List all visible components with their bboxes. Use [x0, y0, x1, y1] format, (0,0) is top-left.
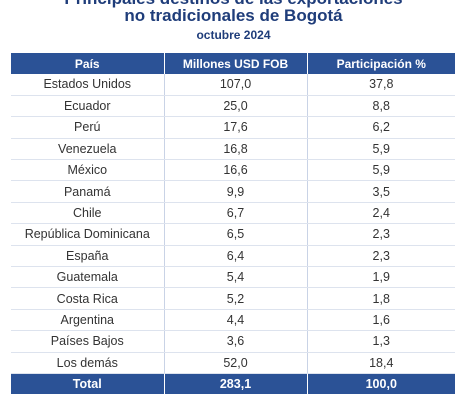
cell-millones: 52,0 — [163, 352, 307, 374]
table-row: España 6,4 2,3 — [11, 245, 455, 268]
subtitle-date: octubre 2024 — [196, 28, 271, 42]
table-row: Países Bajos 3,6 1,3 — [11, 330, 455, 353]
cell-millones: 4,4 — [163, 309, 307, 332]
exports-table: País Millones USD FOB Participación % Es… — [11, 53, 455, 395]
cell-pais: Costa Rica — [11, 287, 164, 310]
cell-pais: Argentina — [11, 309, 164, 332]
cell-pais: Países Bajos — [11, 330, 164, 353]
cell-pais: República Dominicana — [11, 223, 164, 246]
column-header-participacion: Participación % — [306, 53, 455, 74]
table-row: Guatemala 5,4 1,9 — [11, 266, 455, 289]
cell-participacion: 5,9 — [306, 138, 455, 161]
cell-participacion: 1,9 — [306, 266, 455, 289]
cell-participacion: 3,5 — [306, 180, 455, 203]
table-row: Costa Rica 5,2 1,8 — [11, 287, 455, 310]
cell-millones: 16,6 — [163, 159, 307, 182]
cell-pais: España — [11, 245, 164, 268]
cell-millones: 5,2 — [163, 287, 307, 310]
cell-pais: Venezuela — [11, 138, 164, 161]
cell-participacion: 1,8 — [306, 287, 455, 310]
cell-participacion: 5,9 — [306, 159, 455, 182]
cell-participacion: 8,8 — [306, 95, 455, 118]
cell-participacion: 2,3 — [306, 223, 455, 246]
total-millones: 283,1 — [163, 373, 307, 395]
cell-millones: 6,7 — [163, 202, 307, 225]
table-row: Panamá 9,9 3,5 — [11, 180, 455, 203]
cell-pais: México — [11, 159, 164, 182]
cell-participacion: 37,8 — [306, 74, 455, 96]
cell-millones: 25,0 — [163, 95, 307, 118]
cell-participacion: 1,3 — [306, 330, 455, 353]
title-line-1: Principales destinos de las exportacione… — [0, 0, 467, 9]
cell-participacion: 1,6 — [306, 309, 455, 332]
cell-participacion: 2,3 — [306, 245, 455, 268]
table-row: República Dominicana 6,5 2,3 — [11, 223, 455, 246]
table-row: Los demás 52,0 18,4 — [11, 352, 455, 374]
cell-pais: Ecuador — [11, 95, 164, 118]
cell-pais: Los demás — [11, 352, 164, 374]
total-row: Total 283,1 100,0 — [11, 373, 455, 395]
column-header-pais: País — [11, 53, 164, 74]
cell-participacion: 2,4 — [306, 202, 455, 225]
cell-participacion: 6,2 — [306, 116, 455, 139]
cell-millones: 9,9 — [163, 180, 307, 203]
cell-pais: Guatemala — [11, 266, 164, 289]
cell-millones: 17,6 — [163, 116, 307, 139]
cell-millones: 6,4 — [163, 245, 307, 268]
table-header-row: País Millones USD FOB Participación % — [11, 53, 455, 74]
table-row: Perú 17,6 6,2 — [11, 116, 455, 139]
cell-pais: Estados Unidos — [11, 74, 164, 96]
cell-millones: 5,4 — [163, 266, 307, 289]
cell-millones: 107,0 — [163, 74, 307, 96]
table-row: México 16,6 5,9 — [11, 159, 455, 182]
cell-pais: Chile — [11, 202, 164, 225]
cell-millones: 6,5 — [163, 223, 307, 246]
table-row: Argentina 4,4 1,6 — [11, 309, 455, 332]
table-row: Estados Unidos 107,0 37,8 — [11, 74, 455, 96]
title-line-2: no tradicionales de Bogotá — [124, 6, 343, 25]
cell-pais: Perú — [11, 116, 164, 139]
column-header-millones: Millones USD FOB — [163, 53, 307, 74]
total-participacion: 100,0 — [306, 373, 455, 395]
cell-pais: Panamá — [11, 180, 164, 203]
cell-participacion: 18,4 — [306, 352, 455, 374]
cell-millones: 16,8 — [163, 138, 307, 161]
table-row: Venezuela 16,8 5,9 — [11, 138, 455, 161]
total-label: Total — [11, 373, 164, 395]
cell-millones: 3,6 — [163, 330, 307, 353]
table-row: Ecuador 25,0 8,8 — [11, 95, 455, 118]
table-row: Chile 6,7 2,4 — [11, 202, 455, 225]
